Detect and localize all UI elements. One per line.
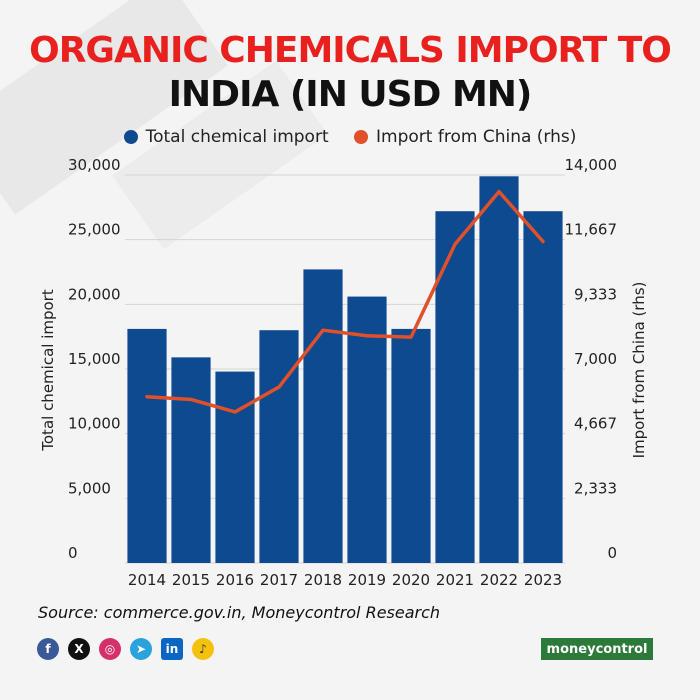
china-import-point xyxy=(233,410,237,414)
axes: 0 5,000 10,000 15,000 20,000 25,000 30,000 0 2,3… xyxy=(68,156,617,589)
china-import-point xyxy=(541,240,545,244)
bar xyxy=(523,211,563,564)
y-tick-label: 0 xyxy=(68,544,78,562)
moneycontrol-logo: money control xyxy=(541,638,653,660)
y2-tick-label: 7,000 xyxy=(574,350,617,368)
bar xyxy=(215,371,255,563)
china-import-point xyxy=(453,242,457,246)
x-tick-label: 2022 xyxy=(480,571,518,589)
china-import-point xyxy=(277,385,281,389)
x-tick-label: 2023 xyxy=(524,571,562,589)
koo-icon[interactable]: ♪ xyxy=(192,638,214,660)
telegram-icon[interactable]: ➤ xyxy=(130,638,152,660)
china-import-point xyxy=(189,397,193,401)
bar xyxy=(171,357,211,563)
instagram-icon[interactable]: ◎ xyxy=(99,638,121,660)
y-axis-title: Total chemical import xyxy=(39,289,57,452)
legend-item-total: Total chemical import xyxy=(123,127,329,147)
legend-label-total: Total chemical import xyxy=(145,127,329,147)
x-tick-label: 2019 xyxy=(348,571,386,589)
legend-swatch-total xyxy=(123,130,138,144)
x-tick-label: 2015 xyxy=(172,571,210,589)
y-tick-label: 15,000 xyxy=(68,350,121,368)
x-twitter-icon[interactable]: X xyxy=(68,638,90,660)
social-icons: f X ◎ ➤ in ♪ xyxy=(37,638,214,660)
china-import-point xyxy=(321,328,325,332)
china-import-point xyxy=(145,395,149,399)
source-note: Source: commerce.gov.in, Moneycontrol Re… xyxy=(38,603,441,622)
y-tick-label: 25,000 xyxy=(68,221,121,239)
combo-chart: 0 5,000 10,000 15,000 20,000 25,000 30,000 0 2,3… xyxy=(39,156,648,589)
y2-tick-label: 11,667 xyxy=(565,221,618,239)
legend-swatch-china xyxy=(354,130,369,144)
y2-axis-title: Import from China (rhs) xyxy=(630,282,648,459)
bar xyxy=(479,176,519,563)
x-tick-label: 2020 xyxy=(392,571,430,589)
x-tick-label: 2014 xyxy=(128,571,166,589)
china-import-point xyxy=(409,335,413,339)
bar xyxy=(127,328,167,563)
legend-label-china: Import from China (rhs) xyxy=(376,127,577,147)
linkedin-icon[interactable]: in xyxy=(161,638,183,660)
y-tick-label: 30,000 xyxy=(68,156,121,174)
bar xyxy=(347,296,387,563)
legend-item-china: Import from China (rhs) xyxy=(354,127,576,147)
chart-title-line-2: INDIA (IN USD MN) xyxy=(168,74,533,115)
brand-part-2: control xyxy=(595,641,648,657)
china-import-point xyxy=(365,334,369,338)
facebook-icon[interactable]: f xyxy=(37,638,59,660)
x-tick-label: 2021 xyxy=(436,571,474,589)
brand-part-1: money xyxy=(546,641,596,657)
bar xyxy=(259,330,299,563)
china-line xyxy=(145,189,545,414)
y-tick-label: 10,000 xyxy=(68,415,121,433)
y2-tick-label: 9,333 xyxy=(574,285,617,303)
x-tick-label: 2016 xyxy=(216,571,254,589)
bars xyxy=(127,176,563,564)
y2-tick-label: 14,000 xyxy=(565,156,618,174)
china-import-point xyxy=(497,190,501,194)
y-tick-label: 5,000 xyxy=(68,479,111,497)
y-tick-label: 20,000 xyxy=(68,285,121,303)
y2-tick-label: 2,333 xyxy=(574,479,617,497)
x-tick-label: 2017 xyxy=(260,571,298,589)
legend: Total chemical import Import from China … xyxy=(0,127,700,149)
bar xyxy=(435,211,475,564)
bar xyxy=(391,328,431,563)
chart-title-line-1: ORGANIC CHEMICALS IMPORT TO xyxy=(29,30,672,71)
y2-tick-label: 0 xyxy=(607,544,617,562)
china-import-line xyxy=(145,189,545,414)
bar xyxy=(303,269,343,563)
x-tick-label: 2018 xyxy=(304,571,342,589)
y2-tick-label: 4,667 xyxy=(574,415,617,433)
